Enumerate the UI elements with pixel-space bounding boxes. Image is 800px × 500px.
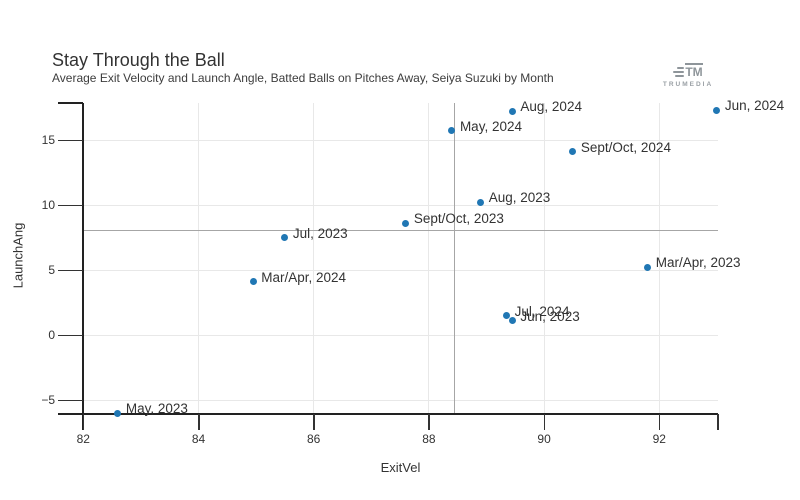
y-tick-label: 10 [41, 198, 55, 212]
x-tick [543, 414, 546, 430]
x-tick-label: 84 [191, 432, 206, 446]
x-tick [198, 414, 200, 430]
point-label: Aug, 2023 [488, 190, 551, 206]
data-point[interactable] [508, 317, 516, 325]
x-axis-line [58, 413, 718, 415]
trumedia-logo-text: TRUMEDIA [662, 81, 714, 88]
data-point[interactable] [402, 219, 410, 227]
x-gridline [313, 103, 315, 414]
data-point[interactable] [448, 127, 456, 135]
data-point[interactable] [503, 312, 511, 319]
data-point[interactable] [644, 263, 652, 271]
y-gridline [83, 269, 718, 271]
x-tick [313, 414, 315, 430]
data-point[interactable] [477, 198, 485, 206]
data-point[interactable] [569, 148, 577, 156]
y-axis-title: LaunchAng [10, 222, 26, 289]
x-gridline [658, 103, 660, 414]
data-point[interactable] [281, 234, 289, 241]
logo-tm-monogram: TM [685, 63, 703, 79]
point-label: May, 2024 [459, 118, 522, 134]
y-tick [58, 334, 83, 336]
x-gridline [198, 103, 199, 414]
data-point[interactable] [114, 409, 122, 417]
y-tick [58, 399, 83, 401]
trumedia-logo: TM TRUMEDIA [662, 62, 714, 88]
data-point[interactable] [249, 278, 257, 286]
data-point[interactable] [713, 106, 721, 114]
x-gridline [428, 103, 430, 414]
y-gridline [83, 399, 718, 401]
point-label: Jun, 2024 [724, 98, 785, 114]
logo-speed-lines-icon [673, 67, 685, 78]
y-tick [58, 204, 83, 206]
y-tick-label: −5 [41, 393, 55, 407]
x-axis-title: ExitVel [380, 460, 421, 475]
y-gridline [83, 334, 718, 336]
x-tick-label: 88 [422, 432, 436, 446]
x-gridline [543, 103, 545, 414]
point-label: Mar/Apr, 2023 [655, 255, 741, 271]
x-tick-label: 90 [537, 432, 551, 446]
y-tick-label: 15 [41, 133, 55, 147]
y-axis-top-cap [58, 102, 83, 104]
point-label: Mar/Apr, 2024 [261, 269, 347, 285]
point-label: Jun, 2023 [520, 308, 580, 324]
point-label: May, 2023 [125, 401, 188, 416]
y-tick-label: 0 [48, 328, 55, 342]
x-tick-label: 92 [652, 432, 666, 446]
x-tick [428, 414, 430, 430]
x-axis-end-cap [717, 414, 719, 430]
trumedia-logo-icon: TM [662, 62, 714, 78]
x-tick-label: 82 [76, 432, 90, 446]
point-label: Aug, 2024 [520, 99, 582, 115]
y-gridline [83, 139, 718, 141]
point-label: Jul, 2024 [514, 303, 570, 319]
point-label: Jul, 2023 [292, 225, 348, 241]
y-axis-line [82, 103, 84, 430]
y-tick [58, 269, 83, 271]
y-gridline [83, 204, 718, 206]
point-label: Sept/Oct, 2024 [580, 139, 671, 155]
x-tick [82, 414, 85, 430]
horizontal-reference-line [83, 229, 718, 231]
x-tick-label: 86 [307, 432, 321, 446]
y-tick [58, 139, 83, 141]
chart-title: Stay Through the Ball [52, 50, 225, 70]
vertical-reference-line [453, 103, 455, 414]
x-tick [658, 414, 661, 430]
y-tick-label: 5 [48, 263, 55, 277]
point-label: Sept/Oct, 2023 [413, 211, 504, 227]
data-point[interactable] [508, 107, 516, 115]
chart-subtitle: Average Exit Velocity and Launch Angle, … [52, 71, 554, 85]
